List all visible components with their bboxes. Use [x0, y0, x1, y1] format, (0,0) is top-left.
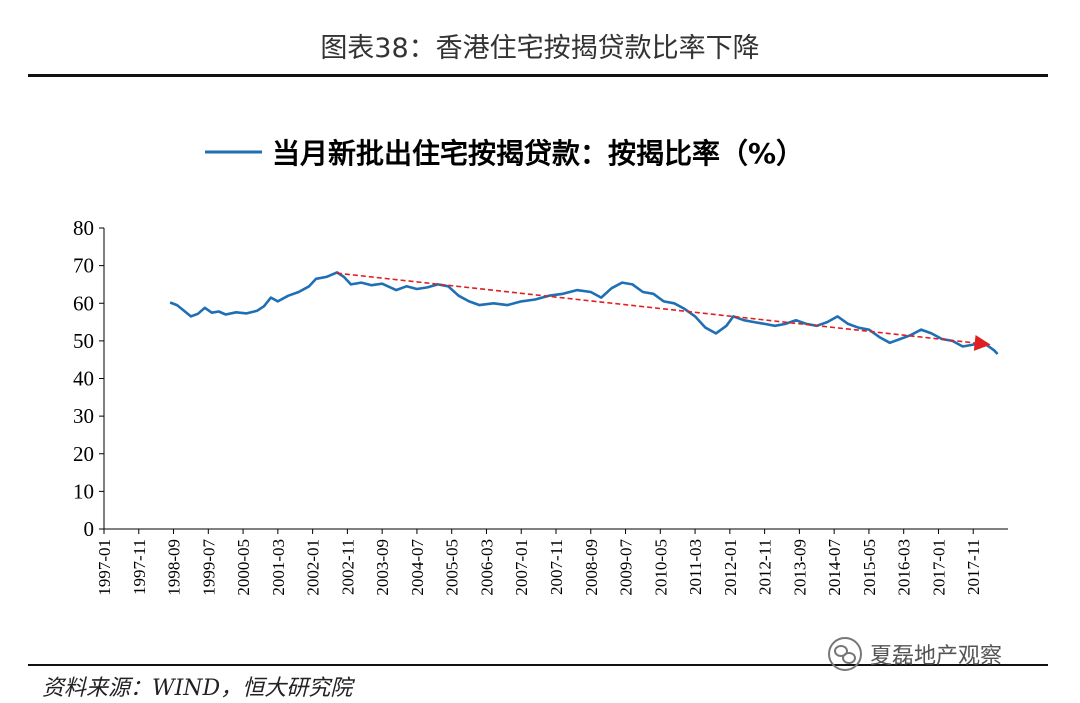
y-tick-label: 0: [84, 517, 95, 541]
x-tick-label: 2014-07: [825, 539, 844, 596]
x-tick-label: 2003-09: [373, 539, 392, 596]
x-tick-label: 2000-05: [234, 539, 253, 596]
x-tick-label: 2007-11: [547, 539, 566, 595]
wechat-icon: [828, 637, 862, 671]
x-tick-label: 2011-03: [686, 539, 705, 595]
x-tick-label: 2001-03: [269, 539, 288, 596]
y-tick-label: 50: [73, 329, 94, 353]
y-axis: 0 10 20 30 40 50 60 70 80: [73, 216, 105, 541]
x-tick-label: 2002-01: [304, 539, 323, 596]
plot-area: [169, 271, 999, 355]
series-line: [169, 271, 999, 355]
top-rule: [28, 74, 1048, 77]
y-tick-label: 70: [73, 254, 94, 278]
legend-label: 当月新批出住宅按揭贷款：按揭比率（%）: [272, 137, 804, 170]
x-tick-label: 2007-01: [512, 539, 531, 596]
x-tick-label: 2013-09: [790, 539, 809, 596]
y-tick-label: 20: [73, 442, 94, 466]
y-tick-label: 30: [73, 404, 94, 428]
x-tick-label: 2017-01: [929, 539, 948, 596]
x-tick-label: 2015-05: [860, 539, 879, 596]
x-tick-label: 1997-01: [95, 539, 114, 596]
trend-line: [336, 272, 975, 344]
x-tick-label: 1998-09: [165, 539, 184, 596]
y-tick-label: 10: [73, 479, 94, 503]
x-tick-label: 2016-03: [895, 539, 914, 596]
watermark-text: 夏磊地产观察: [870, 644, 1003, 669]
x-tick-label: 2017-11: [964, 539, 983, 595]
trend-arrowhead: [973, 334, 991, 351]
x-tick-label: 2004-07: [408, 539, 427, 596]
source-note: 资料来源：WIND，恒大研究院: [42, 676, 353, 701]
x-tick-label: 2009-07: [617, 539, 636, 596]
x-tick-label: 2012-01: [721, 539, 740, 596]
x-tick-label: 1997-11: [130, 539, 149, 595]
figure-title: 图表38：香港住宅按揭贷款比率下降: [320, 33, 760, 64]
legend: 当月新批出住宅按揭贷款：按揭比率（%）: [205, 137, 804, 170]
y-tick-label: 80: [73, 216, 94, 240]
x-tick-label: 2010-05: [651, 539, 670, 596]
x-tick-label: 2012-11: [756, 539, 775, 595]
x-axis: 1997-01 1997-11 1998-09 1999-07 2000-05 2001-…: [95, 528, 1008, 596]
x-tick-label: 2005-05: [443, 539, 462, 596]
x-tick-label: 2002-11: [338, 539, 357, 595]
watermark: 夏磊地产观察: [828, 634, 1002, 674]
x-tick-label: 2006-03: [477, 539, 496, 596]
x-tick-label: 2008-09: [582, 539, 601, 596]
y-tick-label: 40: [73, 367, 94, 391]
bottom-rule: [28, 664, 1048, 666]
x-tick-label: 1999-07: [199, 539, 218, 596]
y-tick-label: 60: [73, 291, 94, 315]
